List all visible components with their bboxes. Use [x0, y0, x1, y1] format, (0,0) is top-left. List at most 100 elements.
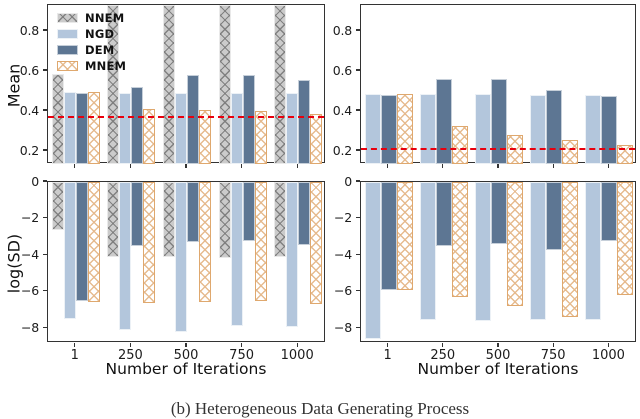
legend-item-ngd: NGD — [57, 26, 126, 42]
x-tick-mark — [607, 164, 610, 169]
bar-mnem-750 — [254, 182, 267, 301]
bar-ngd-1 — [63, 92, 76, 164]
bar-mnem-750 — [562, 182, 579, 318]
bar-mnem-250 — [143, 109, 156, 164]
bar-dem-1000 — [298, 79, 311, 164]
x-tick-label: 750 — [540, 348, 566, 363]
legend-swatch-nnem — [57, 13, 78, 23]
figure-caption: (b) Heterogeneous Data Generating Proces… — [170, 399, 470, 418]
bar-mnem-1000 — [617, 145, 634, 164]
panel-logsd-right — [360, 181, 636, 342]
y-tick-label: −2 — [333, 210, 352, 226]
y-tick-mark — [356, 149, 360, 151]
bar-mnem-1 — [396, 94, 413, 164]
x-tick-mark — [442, 343, 444, 348]
y-axis-label-logsd: log(SD) — [4, 233, 24, 294]
bar-mnem-1 — [396, 182, 413, 290]
legend-label: NNEM — [85, 11, 125, 25]
bar-dem-1000 — [601, 95, 618, 164]
x-tick-mark — [185, 343, 187, 348]
bar-mnem-250 — [451, 182, 468, 298]
y-tick-mark — [356, 180, 360, 182]
y-tick-mark — [43, 326, 47, 329]
bar-mnem-1000 — [310, 182, 323, 304]
legend-label: DEM — [85, 43, 115, 57]
x-tick-label: 1000 — [591, 348, 625, 363]
x-axis-label-left: Number of Iterations — [105, 360, 267, 378]
y-tick-mark — [356, 29, 360, 31]
bar-nnem-1 — [51, 74, 64, 164]
bar-ngd-1000 — [286, 182, 299, 328]
y-tick-mark — [43, 180, 47, 182]
bar-dem-250 — [131, 182, 144, 246]
bar-ngd-1000 — [585, 182, 602, 321]
x-tick-label: 250 — [430, 348, 456, 363]
x-tick-mark — [296, 343, 298, 348]
panel-mean-left: NNEM NGD DEM MNEM — [47, 4, 325, 164]
y-tick-mark — [43, 290, 47, 292]
x-tick-mark — [185, 164, 187, 169]
y-tick-mark — [356, 290, 360, 292]
bar-ngd-250 — [119, 93, 132, 164]
legend-swatch-dem — [57, 45, 78, 55]
bar-dem-750 — [546, 182, 563, 250]
bar-ngd-500 — [175, 93, 187, 164]
y-tick-mark — [43, 149, 47, 151]
bar-dem-250 — [435, 182, 452, 246]
x-tick-label: 250 — [117, 348, 143, 363]
bar-ngd-1 — [364, 182, 381, 340]
legend-label: MNEM — [85, 59, 127, 73]
x-tick-mark — [552, 164, 554, 169]
y-tick-label: 0.4 — [19, 102, 39, 118]
x-tick-mark — [74, 343, 76, 348]
y-tick-mark — [43, 109, 47, 111]
bar-mnem-500 — [507, 135, 523, 164]
bar-dem-1 — [380, 95, 397, 164]
bar-ngd-750 — [530, 95, 547, 164]
y-tick-label: −6 — [333, 283, 352, 299]
y-tick-label: −8 — [20, 319, 39, 335]
x-axis-label-right: Number of Iterations — [417, 360, 579, 378]
bar-mnem-750 — [562, 140, 579, 164]
bar-dem-500 — [491, 182, 507, 245]
x-tick-mark — [129, 164, 132, 169]
bar-ngd-1 — [364, 94, 381, 164]
y-tick-mark — [43, 216, 47, 219]
legend-label: NGD — [85, 27, 115, 41]
x-tick-label: 1 — [383, 348, 392, 363]
bar-nnem-1000 — [274, 5, 287, 164]
x-tick-mark — [386, 164, 389, 169]
x-tick-mark — [607, 343, 610, 348]
bar-ngd-1000 — [286, 93, 299, 164]
y-tick-label: −4 — [333, 246, 352, 262]
bar-ngd-250 — [419, 182, 436, 321]
bar-dem-1 — [75, 182, 88, 301]
reference-dashed-line — [48, 115, 324, 118]
x-tick-label: 500 — [485, 348, 511, 363]
bar-dem-500 — [491, 79, 507, 164]
legend-item-dem: DEM — [57, 42, 126, 58]
bar-mnem-500 — [507, 182, 523, 307]
y-tick-label: −2 — [20, 210, 39, 226]
bar-dem-250 — [131, 87, 144, 164]
bar-dem-1 — [75, 93, 88, 164]
x-tick-mark — [74, 164, 76, 169]
y-tick-label: 0.6 — [19, 62, 39, 78]
x-tick-mark — [552, 343, 554, 348]
y-tick-label: 0.2 — [19, 142, 39, 158]
y-tick-mark — [356, 216, 360, 219]
bar-dem-250 — [435, 79, 452, 164]
y-tick-mark — [43, 69, 47, 71]
x-tick-mark — [240, 164, 243, 169]
x-tick-mark — [129, 343, 132, 348]
x-tick-label: 500 — [173, 348, 199, 363]
panel-logsd-left — [47, 181, 325, 342]
y-tick-label: 0.2 — [332, 142, 352, 158]
bar-mnem-1 — [87, 182, 100, 302]
y-tick-label: −6 — [20, 283, 39, 299]
y-tick-label: −4 — [20, 246, 39, 262]
y-tick-label: 0.4 — [332, 102, 352, 118]
bar-nnem-500 — [163, 182, 175, 257]
legend-swatch-mnem — [57, 61, 78, 71]
y-tick-mark — [356, 109, 360, 111]
